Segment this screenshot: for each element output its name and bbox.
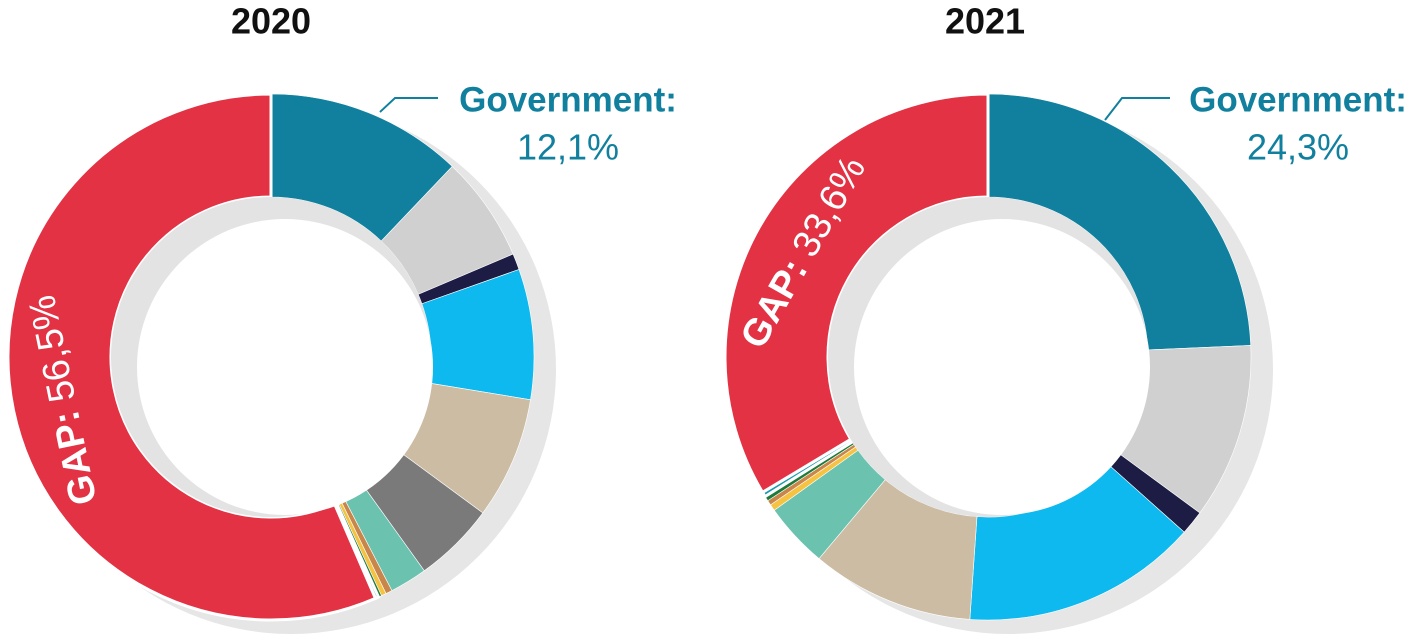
category-label: Government: bbox=[459, 80, 677, 119]
chart-title: 2021 bbox=[945, 1, 1025, 42]
value-label: 12,1% bbox=[517, 127, 619, 168]
hole bbox=[137, 219, 433, 515]
slice bbox=[987, 93, 1252, 351]
leader-line bbox=[379, 97, 438, 113]
category-label: Government: bbox=[1189, 80, 1407, 119]
hole bbox=[854, 219, 1150, 515]
chart-title: 2020 bbox=[231, 1, 311, 42]
leader-line bbox=[1104, 97, 1170, 121]
value-label: 24,3% bbox=[1247, 127, 1349, 168]
